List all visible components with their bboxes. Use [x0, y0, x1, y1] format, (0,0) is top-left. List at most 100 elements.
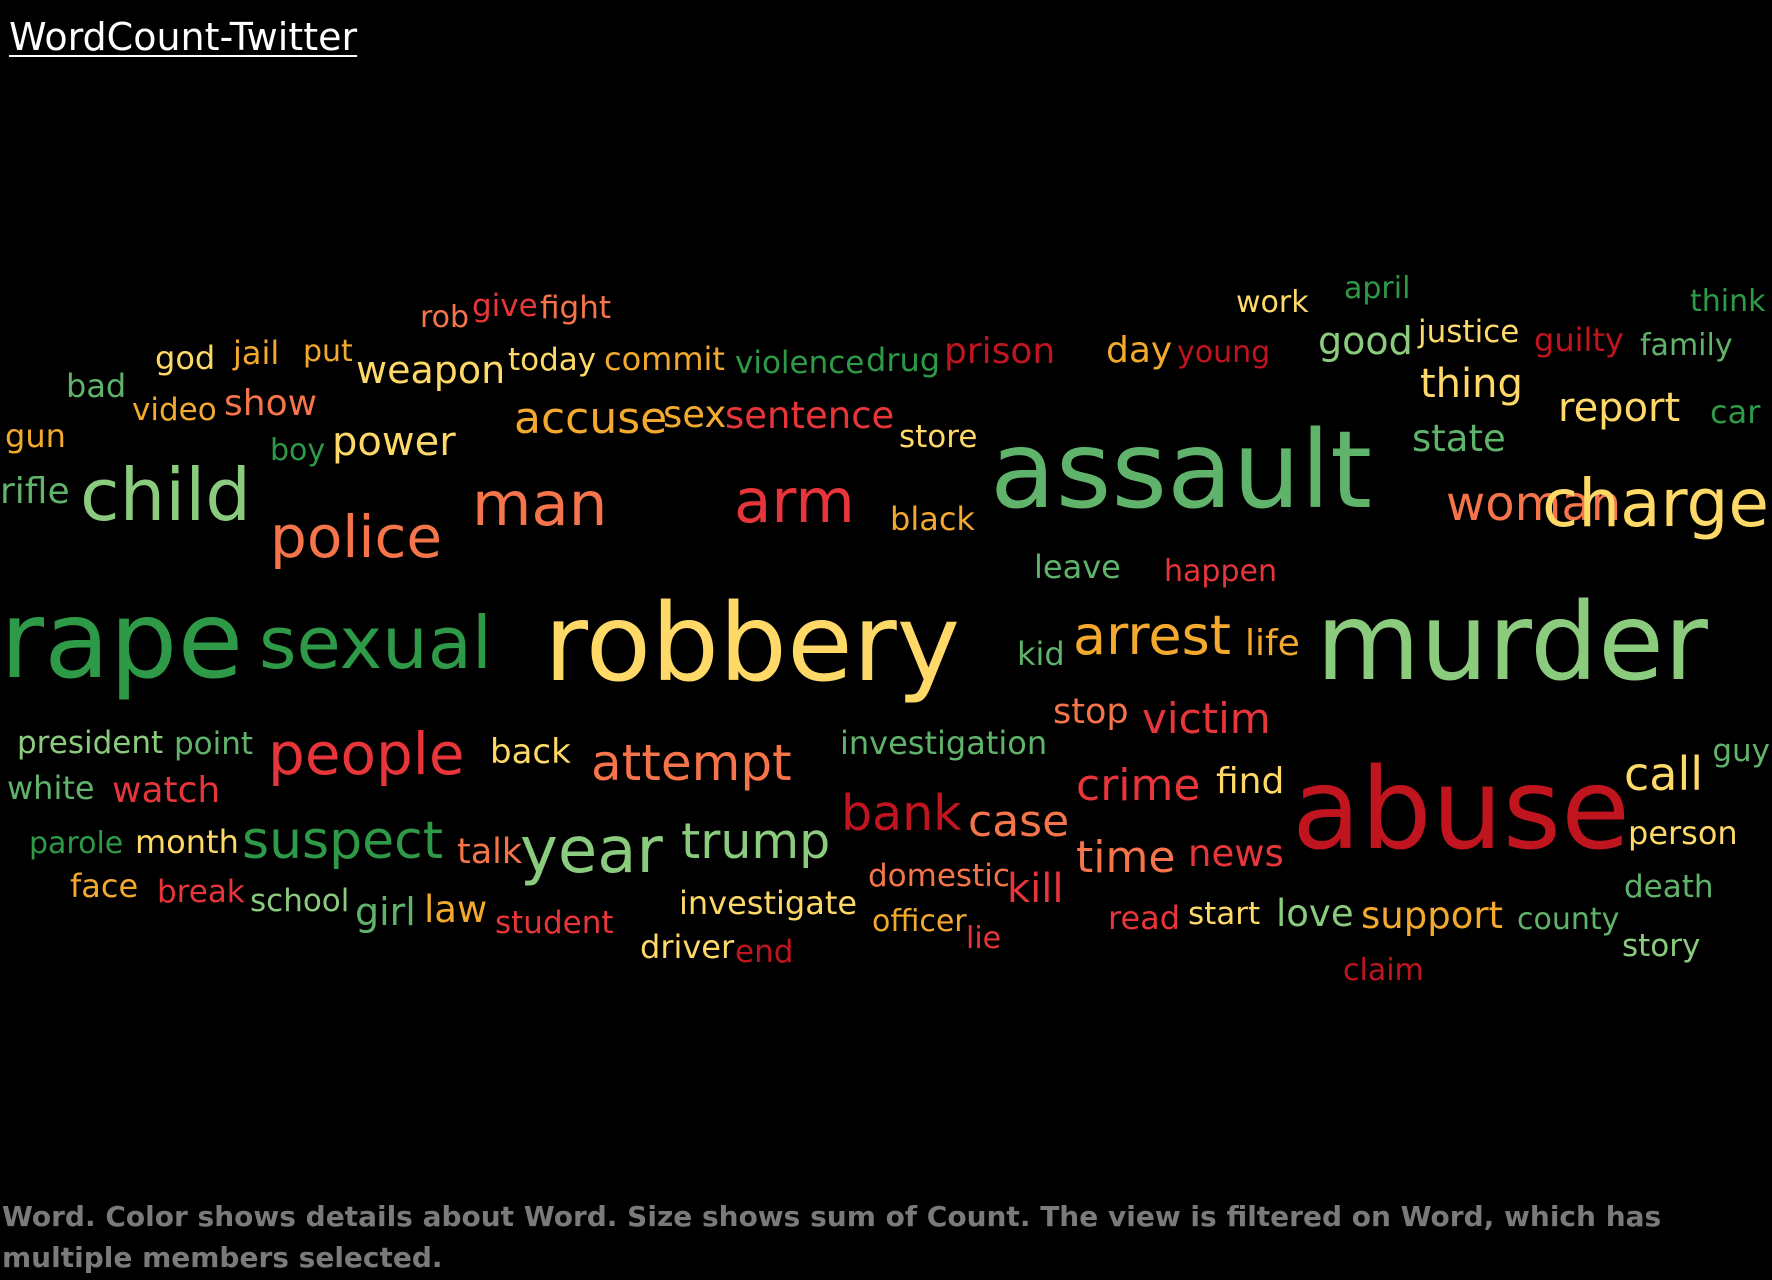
word-death: death: [1624, 869, 1714, 905]
word-robbery: robbery: [544, 582, 960, 706]
word-thing: thing: [1420, 361, 1523, 407]
word-investigation: investigation: [840, 724, 1047, 762]
word-april: april: [1344, 271, 1410, 306]
word-abuse: abuse: [1292, 745, 1630, 875]
word-watch: watch: [112, 770, 220, 811]
word-rob: rob: [420, 300, 469, 335]
word-weapon: weapon: [356, 348, 505, 392]
word-month: month: [135, 823, 239, 861]
word-white: white: [7, 769, 95, 807]
word-trump: trump: [681, 813, 830, 870]
word-officer: officer: [872, 904, 967, 939]
word-black: black: [890, 500, 975, 538]
word-show: show: [224, 383, 317, 424]
word-give: give: [472, 288, 538, 324]
word-fight: fight: [540, 290, 611, 326]
word-president: president: [17, 725, 163, 761]
word-driver: driver: [640, 928, 735, 966]
word-woman: woman: [1446, 476, 1621, 532]
word-family: family: [1640, 328, 1733, 363]
word-jail: jail: [232, 334, 279, 372]
word-man: man: [472, 469, 607, 540]
word-gun: gun: [5, 417, 66, 455]
word-today: today: [508, 342, 596, 378]
word-break: break: [157, 874, 245, 910]
word-investigate: investigate: [679, 884, 857, 922]
word-rape: rape: [0, 579, 243, 703]
word-kid: kid: [1017, 635, 1065, 673]
word-crime: crime: [1076, 760, 1200, 811]
word-lie: lie: [966, 921, 1001, 956]
word-support: support: [1361, 894, 1503, 937]
word-report: report: [1558, 385, 1680, 431]
word-sex: sex: [663, 393, 726, 436]
word-face: face: [70, 867, 138, 905]
word-video: video: [132, 392, 217, 428]
word-end: end: [735, 934, 793, 970]
word-power: power: [332, 419, 456, 465]
word-point: point: [174, 726, 253, 762]
word-put: put: [303, 334, 353, 369]
word-kill: kill: [1007, 866, 1064, 912]
word-call: call: [1624, 747, 1703, 801]
word-rifle: rifle: [0, 471, 70, 512]
word-bad: bad: [66, 367, 126, 405]
word-prison: prison: [944, 331, 1055, 372]
word-person: person: [1628, 814, 1738, 852]
word-time: time: [1076, 832, 1175, 883]
word-police: police: [270, 503, 442, 571]
word-think: think: [1690, 284, 1766, 319]
word-store: store: [899, 419, 977, 455]
word-car: car: [1710, 393, 1761, 431]
word-leave: leave: [1034, 548, 1121, 586]
word-violence: violence: [735, 345, 864, 381]
word-victim: victim: [1142, 694, 1271, 743]
chart-title: WordCount-Twitter: [9, 15, 358, 59]
word-sexual: sexual: [259, 601, 492, 685]
word-read: read: [1108, 899, 1180, 937]
word-girl: girl: [355, 890, 416, 934]
word-news: news: [1188, 832, 1284, 875]
word-year: year: [520, 814, 663, 888]
word-suspect: suspect: [242, 811, 443, 871]
word-state: state: [1412, 417, 1506, 460]
word-back: back: [490, 732, 571, 772]
word-case: case: [968, 796, 1069, 847]
word-work: work: [1236, 285, 1309, 320]
word-happen: happen: [1164, 554, 1277, 589]
word-child: child: [80, 453, 251, 537]
word-good: good: [1318, 319, 1413, 363]
word-parole: parole: [29, 826, 123, 861]
word-arm: arm: [734, 466, 855, 537]
word-people: people: [268, 720, 465, 788]
word-drug: drug: [866, 341, 940, 379]
word-god: god: [155, 339, 215, 377]
word-story: story: [1622, 928, 1700, 964]
word-county: county: [1517, 902, 1619, 937]
word-law: law: [424, 888, 487, 931]
word-student: student: [495, 905, 614, 941]
word-domestic: domestic: [868, 858, 1010, 894]
word-love: love: [1276, 892, 1354, 935]
chart-caption: Word. Color shows details about Word. Si…: [2, 1200, 1662, 1274]
word-sentence: sentence: [725, 394, 894, 437]
word-boy: boy: [270, 433, 325, 468]
word-murder: murder: [1316, 581, 1708, 705]
word-accuse: accuse: [514, 393, 667, 444]
word-claim: claim: [1343, 953, 1424, 988]
word-assault: assault: [990, 409, 1372, 533]
word-day: day: [1106, 330, 1172, 371]
word-life: life: [1245, 623, 1300, 664]
word-justice: justice: [1417, 314, 1519, 350]
word-start: start: [1188, 896, 1260, 932]
word-guy: guy: [1712, 733, 1770, 769]
word-school: school: [250, 883, 349, 919]
word-guilty: guilty: [1534, 321, 1624, 359]
word-arrest: arrest: [1073, 604, 1231, 667]
word-charge: charge: [1542, 465, 1769, 542]
word-bank: bank: [841, 785, 962, 842]
word-stop: stop: [1053, 692, 1129, 732]
word-young: young: [1177, 335, 1270, 370]
word-find: find: [1216, 761, 1284, 802]
